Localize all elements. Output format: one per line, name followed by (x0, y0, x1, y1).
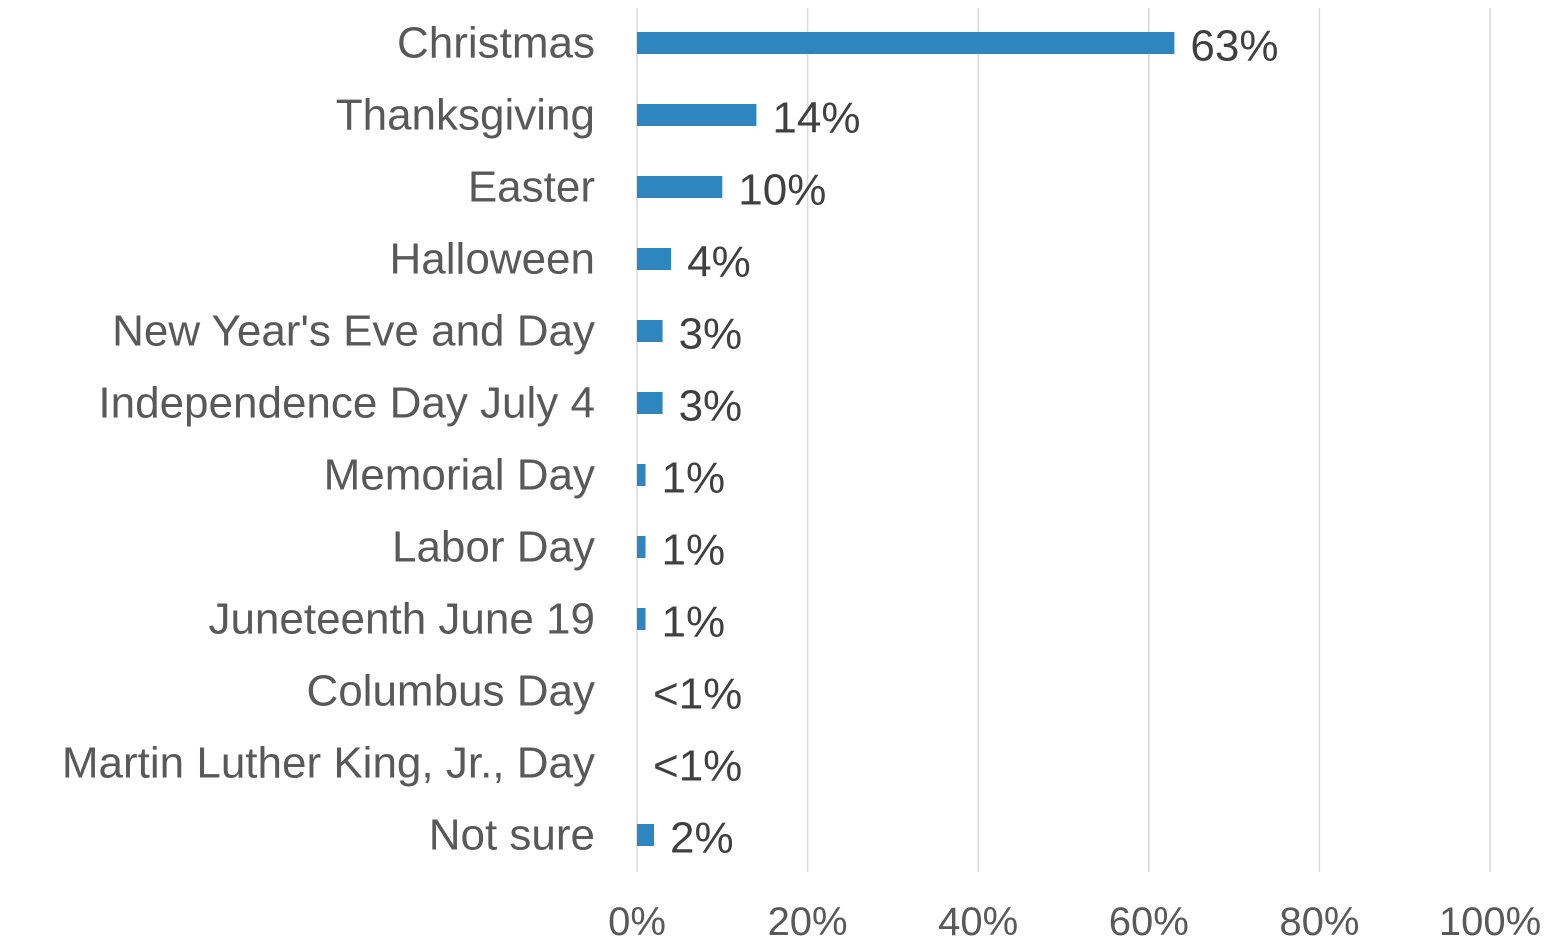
category-label: Easter (468, 163, 595, 212)
category-label: Labor Day (392, 523, 595, 572)
data-label: 3% (679, 310, 743, 359)
data-label: 1% (662, 598, 726, 647)
data-label: 1% (662, 454, 726, 503)
x-tick-label: 100% (1439, 900, 1541, 938)
category-label: Halloween (390, 235, 595, 284)
bar (637, 464, 646, 486)
data-label: 10% (738, 166, 826, 215)
x-tick-label: 40% (938, 900, 1018, 938)
bars (637, 32, 1175, 846)
x-axis-tick-labels: 0% 20% 40% 60% 80% 100% (608, 900, 1541, 938)
x-tick-label: 0% (608, 900, 666, 938)
bar (637, 176, 723, 198)
category-label: New Year's Eve and Day (112, 307, 595, 356)
data-label: 3% (679, 382, 743, 431)
data-label: 1% (662, 526, 726, 575)
category-label: Columbus Day (306, 667, 595, 716)
category-label: Martin Luther King, Jr., Day (62, 739, 595, 788)
gridlines (636, 8, 1491, 872)
data-label: 63% (1190, 22, 1278, 71)
bar (637, 608, 646, 630)
bar (637, 824, 655, 846)
data-label: 14% (772, 94, 860, 143)
category-label: Not sure (429, 811, 595, 860)
data-label: 2% (670, 814, 734, 863)
category-label: Christmas (397, 19, 595, 68)
bar (637, 320, 663, 342)
category-label: Thanksgiving (336, 91, 595, 140)
category-label: Independence Day July 4 (98, 379, 595, 428)
x-tick-label: 20% (768, 900, 848, 938)
x-tick-label: 60% (1109, 900, 1189, 938)
x-tick-label: 80% (1279, 900, 1359, 938)
bar (637, 392, 663, 414)
bar (637, 536, 646, 558)
data-label: 4% (687, 238, 751, 287)
data-label: <1% (653, 670, 742, 719)
category-label: Memorial Day (324, 451, 595, 500)
category-labels: Christmas Thanksgiving Easter Halloween New … (62, 19, 595, 860)
category-label: Juneteenth June 19 (208, 595, 595, 644)
data-label: <1% (653, 742, 742, 791)
bar (637, 248, 672, 270)
bar (637, 32, 1175, 54)
bar (637, 104, 757, 126)
data-labels: 63% 14% 10% 4% 3% 3% 1% 1% 1% <1% <1% 2% (653, 22, 1278, 863)
